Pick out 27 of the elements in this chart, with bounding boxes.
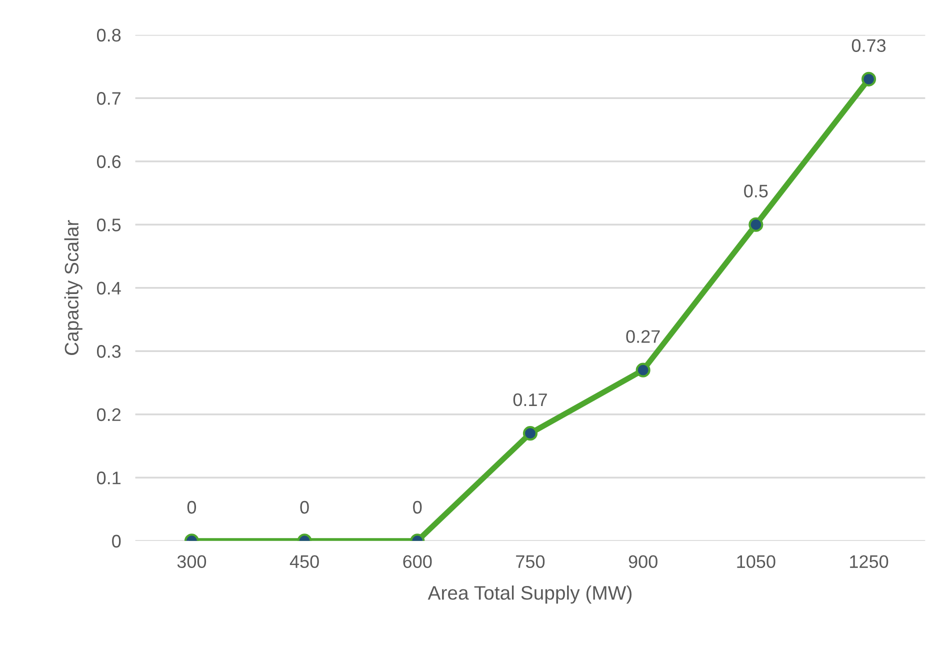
x-axis-title: Area Total Supply (MW) (428, 585, 632, 604)
y-tick-label: 0 (112, 534, 121, 548)
y-tick-label: 0.5 (96, 218, 121, 232)
point (748, 217, 764, 232)
data-label: 0 (413, 500, 422, 514)
y-axis-title: Capacity Scalar (64, 220, 82, 355)
data-label: 0.73 (852, 39, 886, 52)
data-label: 0 (187, 500, 196, 514)
x-tick-label: 900 (628, 555, 658, 568)
x-tick-label: 1250 (850, 555, 888, 568)
y-tick-label: 0.8 (96, 28, 121, 42)
data-label: 0.5 (744, 184, 768, 198)
x-tick-label: 1050 (737, 555, 776, 568)
x-tick-label: 600 (403, 555, 432, 568)
y-tick-label: 0.4 (96, 282, 121, 295)
y-tick-label: 0.2 (96, 408, 120, 422)
y-tick-label: 0.3 (96, 345, 121, 358)
y-tick-label: 0.7 (96, 92, 120, 105)
x-tick-label: 750 (516, 555, 545, 568)
point (861, 72, 876, 86)
data-label: 0.17 (513, 393, 547, 406)
y-tick-label: 0.6 (96, 155, 121, 168)
x-tick-label: 450 (290, 555, 319, 568)
data-label: 0.27 (626, 330, 660, 343)
y-tick-label: 0.1 (96, 472, 121, 484)
x-tick-label: 300 (177, 555, 206, 568)
data-label: 0 (300, 500, 309, 514)
